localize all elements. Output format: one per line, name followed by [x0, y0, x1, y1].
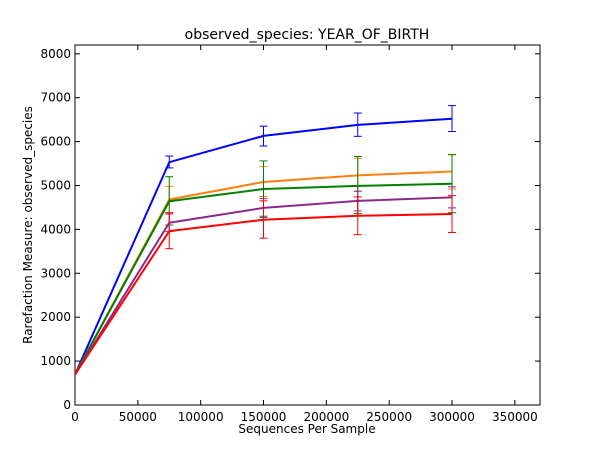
series-1	[74, 105, 457, 375]
y-axis-label: Rarefaction Measure: observed_species	[21, 106, 35, 344]
x-tick-label: 150000	[241, 410, 287, 424]
chart-title: observed_species: YEAR_OF_BIRTH	[185, 27, 430, 43]
y-tick-label: 0	[63, 398, 71, 412]
y-tick-label: 3000	[40, 266, 71, 280]
series-layer	[74, 105, 457, 375]
x-tick-label: 0	[71, 410, 79, 424]
y-tick-label: 2000	[40, 310, 71, 324]
series-5	[74, 195, 457, 375]
y-tick-label: 8000	[40, 47, 71, 61]
ticks-layer: 0 50000 100000 150000 200000 250000 300000 3500…	[40, 45, 540, 424]
series-line	[74, 182, 453, 375]
y-tick-label: 7000	[40, 91, 71, 105]
x-tick-label: 100000	[178, 410, 224, 424]
x-tick-label: 50000	[119, 410, 157, 424]
x-axis-label: Sequences Per Sample	[238, 422, 375, 436]
x-tick-label: 350000	[492, 410, 538, 424]
series-line	[74, 213, 453, 375]
x-tick-label: 250000	[366, 410, 412, 424]
x-tick-label: 300000	[429, 410, 475, 424]
plot-area	[74, 44, 541, 406]
series-line	[74, 117, 453, 375]
y-tick-label: 6000	[40, 135, 71, 149]
y-tick-label: 4000	[40, 222, 71, 236]
x-tick-label: 200000	[303, 410, 349, 424]
y-tick-label: 1000	[40, 354, 71, 368]
y-tick-label: 5000	[40, 178, 71, 192]
